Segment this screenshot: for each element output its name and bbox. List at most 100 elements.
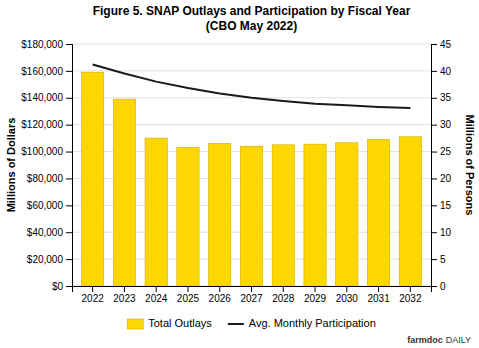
grid-line [72, 70, 431, 71]
y2-tick-mark [431, 152, 437, 153]
x-tick-mark [92, 286, 93, 292]
grid-line [72, 44, 431, 45]
x-tick-label: 2030 [336, 293, 359, 304]
y-tick: $160,000 [21, 66, 72, 77]
legend: Total Outlays Avg. Monthly Participation [127, 317, 376, 329]
annotation: DAILY [446, 335, 471, 345]
y2-tick-mark [431, 232, 437, 233]
y2-tick: 5 [431, 254, 446, 265]
y-tick: $20,000 [27, 254, 72, 265]
bar [145, 138, 167, 286]
legend-item: Total Outlays [127, 317, 212, 329]
y2-tick-label: 35 [440, 92, 452, 103]
x-tick: 2032 [399, 286, 422, 304]
y-tick: $80,000 [27, 173, 72, 184]
bar [113, 99, 135, 286]
x-tick-mark [187, 286, 188, 292]
x-tick-label: 2031 [367, 293, 390, 304]
x-axis: 2022202320242025202620272028202920302031… [73, 286, 432, 304]
y2-tick-label: 5 [440, 254, 446, 265]
y-tick-label: $180,000 [21, 39, 63, 50]
x-tick-mark [283, 286, 284, 292]
x-tick: 2025 [177, 286, 200, 304]
y2-tick: 0 [431, 281, 446, 292]
y-tick-label: $60,000 [27, 200, 64, 211]
y-tick: $40,000 [27, 227, 72, 238]
y-tick-label: $100,000 [21, 146, 63, 157]
x-tick: 2031 [367, 286, 390, 304]
y-tick: $60,000 [27, 200, 72, 211]
x-tick-label: 2023 [113, 293, 136, 304]
y-tick: $120,000 [21, 119, 72, 130]
plot: 2022202320242025202620272028202920302031… [21, 39, 451, 304]
y2-tick-label: 40 [440, 66, 452, 77]
bar [240, 146, 262, 286]
x-tick: 2023 [113, 286, 136, 304]
y2-tick: 40 [431, 66, 452, 77]
x-tick: 2027 [240, 286, 263, 304]
y-tick-mark [66, 232, 72, 233]
x-tick-label: 2027 [240, 293, 263, 304]
marks [82, 64, 422, 286]
legend-label: Avg. Monthly Participation [249, 317, 376, 329]
y-tick-label: $20,000 [27, 254, 64, 265]
y2-tick-label: 15 [440, 200, 452, 211]
y2-tick: 15 [431, 200, 452, 211]
x-axis-line [73, 287, 432, 293]
bar [336, 143, 358, 286]
y-tick-mark [66, 259, 72, 260]
bar [209, 143, 231, 286]
y-tick: $140,000 [21, 92, 72, 103]
y-tick-label: $80,000 [27, 173, 64, 184]
y-tick-label: $160,000 [21, 66, 63, 77]
y2-tick: 35 [431, 92, 452, 103]
y-tick: $180,000 [21, 39, 72, 50]
x-tick-mark [346, 286, 347, 292]
bar [399, 137, 421, 286]
x-tick-label: 2026 [209, 293, 232, 304]
x-tick-mark [378, 286, 379, 292]
title-line: Figure 5. SNAP Outlays and Participation… [93, 4, 411, 18]
bar [304, 144, 326, 286]
x-tick-mark [219, 286, 220, 292]
x-tick-mark [410, 286, 411, 292]
y-tick-mark [66, 286, 72, 287]
y2-tick-mark [431, 98, 437, 99]
x-tick: 2026 [209, 286, 232, 304]
bar [367, 139, 389, 286]
x-tick-mark [251, 286, 252, 292]
y2-tick: 25 [431, 146, 452, 157]
y-tick-mark [66, 44, 72, 45]
y-tick-mark [66, 98, 72, 99]
x-tick-label: 2032 [399, 293, 422, 304]
y2-tick-mark [431, 205, 437, 206]
y2-axis: 051015202530354045 [431, 39, 452, 292]
y2-tick-mark [431, 71, 437, 72]
legend-item: Avg. Monthly Participation [228, 317, 376, 329]
x-tick-label: 2025 [177, 293, 200, 304]
y-tick-label: $140,000 [21, 92, 63, 103]
bar [82, 72, 104, 286]
y-tick: $0 [52, 281, 72, 292]
y2-tick: 20 [431, 173, 452, 184]
bar [272, 145, 294, 286]
x-tick-mark [124, 286, 125, 292]
chart: 2022202320242025202620272028202920302031… [0, 0, 479, 348]
y-tick-mark [66, 178, 72, 179]
x-tick-label: 2022 [82, 293, 105, 304]
x-tick-mark [315, 286, 316, 292]
title: Figure 5. SNAP Outlays and Participation… [93, 4, 411, 33]
y2-tick-label: 20 [440, 173, 452, 184]
line [93, 64, 411, 108]
y2-tick-label: 30 [440, 119, 452, 130]
x-tick: 2022 [82, 286, 105, 304]
y-axis-line [66, 45, 73, 287]
legend-swatch [228, 323, 244, 325]
y-tick-label: $0 [52, 281, 64, 292]
y2-tick: 10 [431, 227, 452, 238]
x-tick-label: 2029 [304, 293, 327, 304]
y2-tick: 30 [431, 119, 452, 130]
y2-tick-mark [431, 125, 437, 126]
bar [177, 148, 199, 286]
title-line: (CBO May 2022) [206, 19, 297, 33]
